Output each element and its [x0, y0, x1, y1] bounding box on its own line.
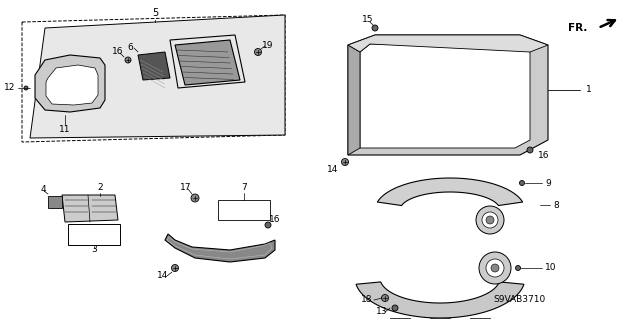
- Text: 12: 12: [4, 84, 16, 93]
- Text: 9: 9: [545, 179, 551, 188]
- Circle shape: [24, 86, 28, 90]
- Text: 14: 14: [327, 166, 339, 174]
- Circle shape: [479, 252, 511, 284]
- Text: 16: 16: [112, 48, 124, 56]
- Circle shape: [486, 259, 504, 277]
- Polygon shape: [30, 15, 285, 138]
- Polygon shape: [62, 195, 118, 222]
- Circle shape: [342, 159, 349, 166]
- Circle shape: [476, 206, 504, 234]
- Bar: [430, 318, 450, 319]
- Circle shape: [265, 222, 271, 228]
- Bar: [470, 318, 490, 319]
- Polygon shape: [360, 44, 530, 148]
- Polygon shape: [348, 35, 548, 155]
- Circle shape: [486, 216, 494, 224]
- Text: 15: 15: [362, 16, 374, 25]
- Polygon shape: [348, 45, 360, 155]
- Circle shape: [482, 212, 498, 228]
- Polygon shape: [378, 178, 523, 205]
- Text: 19: 19: [262, 41, 274, 49]
- Text: 13: 13: [376, 308, 387, 316]
- Text: 2: 2: [97, 183, 103, 192]
- Text: 14: 14: [157, 271, 169, 279]
- Text: 11: 11: [60, 125, 71, 135]
- Circle shape: [172, 264, 179, 271]
- Text: 16: 16: [269, 216, 281, 225]
- Circle shape: [392, 305, 398, 311]
- Circle shape: [372, 25, 378, 31]
- Polygon shape: [46, 65, 98, 105]
- Circle shape: [381, 294, 388, 301]
- Polygon shape: [218, 200, 270, 220]
- Text: 17: 17: [180, 183, 192, 192]
- Circle shape: [520, 181, 525, 186]
- Polygon shape: [35, 55, 105, 112]
- Circle shape: [125, 57, 131, 63]
- Text: 18: 18: [360, 295, 372, 305]
- Text: 3: 3: [91, 246, 97, 255]
- Polygon shape: [348, 35, 548, 52]
- Text: 1: 1: [586, 85, 592, 94]
- Circle shape: [527, 147, 533, 153]
- Text: 7: 7: [241, 183, 247, 192]
- Text: 16: 16: [538, 151, 550, 160]
- Text: 10: 10: [545, 263, 557, 272]
- Polygon shape: [68, 224, 120, 245]
- Text: FR.: FR.: [568, 23, 587, 33]
- Text: 4: 4: [40, 186, 46, 195]
- Bar: [390, 318, 410, 319]
- Polygon shape: [22, 15, 285, 142]
- Circle shape: [191, 194, 199, 202]
- Polygon shape: [356, 282, 524, 318]
- Polygon shape: [48, 196, 62, 208]
- Circle shape: [515, 265, 520, 271]
- Text: 6: 6: [127, 42, 133, 51]
- Polygon shape: [165, 234, 275, 262]
- Text: 5: 5: [152, 8, 158, 18]
- Polygon shape: [175, 40, 240, 85]
- Text: S9VAB3710: S9VAB3710: [494, 295, 546, 305]
- Polygon shape: [138, 52, 170, 80]
- Circle shape: [255, 48, 262, 56]
- Text: 8: 8: [553, 201, 559, 210]
- Circle shape: [491, 264, 499, 272]
